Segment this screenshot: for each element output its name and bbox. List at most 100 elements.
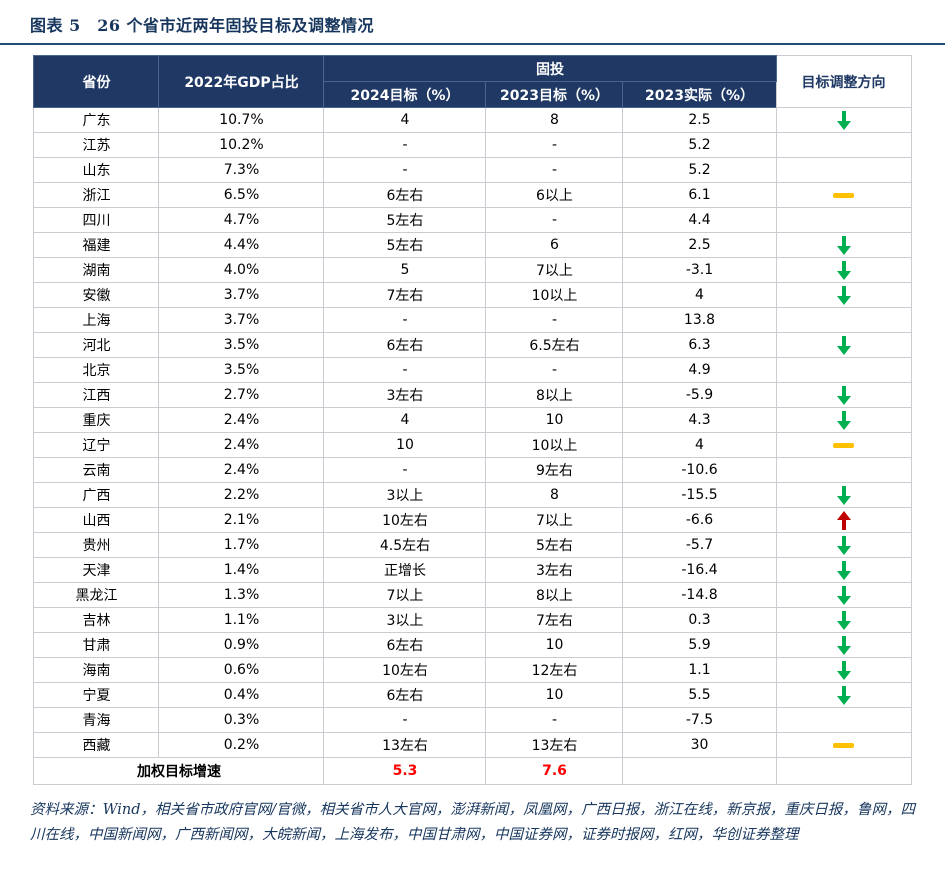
- cell-target-2023: 10以上: [485, 432, 624, 458]
- cell-target-2024: -: [323, 707, 487, 733]
- cell-province: 福建: [33, 232, 160, 258]
- cell-gdp-share: 2.7%: [158, 382, 325, 408]
- cell-direction: [775, 482, 912, 508]
- cell-direction: [775, 682, 912, 708]
- table-row: 吉林 1.1% 3以上 7左右 0.3: [33, 607, 912, 633]
- table-row: 宁夏 0.4% 6左右 10 5.5: [33, 682, 912, 708]
- cell-gdp-share: 2.4%: [158, 457, 325, 483]
- cell-province: 广东: [33, 107, 160, 133]
- cell-target-2024: 10左右: [323, 657, 487, 683]
- arrow-down-icon: [836, 110, 852, 130]
- cell-target-2024: 5: [323, 257, 487, 283]
- table-row: 湖南 4.0% 5 7以上 -3.1: [33, 257, 912, 283]
- table-header: 省份 2022年GDP占比 固投 目标调整方向 2024目标（%） 2023目标…: [33, 55, 912, 108]
- cell-actual-2023: 6.3: [622, 332, 777, 358]
- cell-direction: [775, 107, 912, 133]
- title-divider: [0, 43, 945, 45]
- cell-province: 湖南: [33, 257, 160, 283]
- cell-actual-2023: -5.9: [622, 382, 777, 408]
- cell-direction: [775, 607, 912, 633]
- cell-target-2023: 6以上: [485, 182, 624, 208]
- cell-actual-2023: -14.8: [622, 582, 777, 608]
- table-row: 西藏 0.2% 13左右 13左右 30: [33, 732, 912, 758]
- cell-province: 贵州: [33, 532, 160, 558]
- cell-direction: [775, 307, 912, 333]
- cell-actual-2023: 4: [622, 432, 777, 458]
- cell-gdp-share: 3.5%: [158, 357, 325, 383]
- table-row: 辽宁 2.4% 10 10以上 4: [33, 432, 912, 458]
- table-row: 江苏 10.2% - -5.2: [33, 132, 912, 158]
- cell-target-2024: 3左右: [323, 382, 487, 408]
- header-target-direction: 目标调整方向: [775, 55, 912, 108]
- cell-actual-2023: 4: [622, 282, 777, 308]
- cell-province: 辽宁: [33, 432, 160, 458]
- cell-gdp-share: 2.4%: [158, 432, 325, 458]
- cell-target-2024: -: [323, 157, 487, 183]
- table-row: 江西 2.7% 3左右 8以上 -5.9: [33, 382, 912, 408]
- cell-target-2024: 3以上: [323, 482, 487, 508]
- cell-direction: [775, 457, 912, 483]
- cell-target-2023: -: [485, 132, 624, 158]
- cell-actual-2023: 5.2: [622, 157, 777, 183]
- header-group-fixed-investment: 固投: [323, 55, 777, 82]
- summary-row: 加权目标增速 5.3 7.6: [33, 757, 912, 785]
- table-row: 海南 0.6% 10左右 12左右 1.1: [33, 657, 912, 683]
- arrow-flat-icon: [833, 192, 854, 198]
- cell-actual-2023: 5.9: [622, 632, 777, 658]
- cell-province: 宁夏: [33, 682, 160, 708]
- cell-target-2024: -: [323, 357, 487, 383]
- cell-target-2023: 7以上: [485, 507, 624, 533]
- cell-direction: [775, 332, 912, 358]
- cell-target-2023: 10: [485, 407, 624, 433]
- cell-actual-2023: 13.8: [622, 307, 777, 333]
- cell-target-2024: 10左右: [323, 507, 487, 533]
- table-row: 四川 4.7% 5左右 -4.4: [33, 207, 912, 233]
- cell-target-2023: 8: [485, 107, 624, 133]
- cell-actual-2023: 4.4: [622, 207, 777, 233]
- table-body: 广东 10.7% 4 8 2.5 江苏 10.2% - -5.2 山东 7.3% - -5.2 浙江 6.5…: [33, 107, 912, 758]
- cell-gdp-share: 6.5%: [158, 182, 325, 208]
- cell-gdp-share: 3.5%: [158, 332, 325, 358]
- arrow-down-icon: [836, 285, 852, 305]
- cell-gdp-share: 4.0%: [158, 257, 325, 283]
- cell-target-2023: -: [485, 707, 624, 733]
- cell-direction: [775, 632, 912, 658]
- cell-province: 西藏: [33, 732, 160, 758]
- table-row: 山东 7.3% - -5.2: [33, 157, 912, 183]
- cell-target-2024: 4.5左右: [323, 532, 487, 558]
- cell-actual-2023: 2.5: [622, 232, 777, 258]
- cell-target-2023: 13左右: [485, 732, 624, 758]
- cell-gdp-share: 7.3%: [158, 157, 325, 183]
- summary-label: 加权目标增速: [33, 757, 325, 785]
- cell-actual-2023: -6.6: [622, 507, 777, 533]
- summary-direction: [775, 757, 912, 785]
- arrow-down-icon: [836, 560, 852, 580]
- cell-province: 重庆: [33, 407, 160, 433]
- cell-target-2023: -: [485, 207, 624, 233]
- cell-actual-2023: 5.2: [622, 132, 777, 158]
- cell-target-2024: -: [323, 457, 487, 483]
- cell-gdp-share: 10.7%: [158, 107, 325, 133]
- cell-province: 上海: [33, 307, 160, 333]
- cell-direction: [775, 507, 912, 533]
- cell-gdp-share: 10.2%: [158, 132, 325, 158]
- cell-target-2024: 7以上: [323, 582, 487, 608]
- cell-target-2023: 7左右: [485, 607, 624, 633]
- cell-actual-2023: -15.5: [622, 482, 777, 508]
- cell-province: 江西: [33, 382, 160, 408]
- cell-actual-2023: -3.1: [622, 257, 777, 283]
- table-row: 北京 3.5% - -4.9: [33, 357, 912, 383]
- cell-target-2023: 10: [485, 632, 624, 658]
- cell-direction: [775, 582, 912, 608]
- cell-direction: [775, 257, 912, 283]
- cell-province: 青海: [33, 707, 160, 733]
- cell-gdp-share: 1.1%: [158, 607, 325, 633]
- table-row: 广东 10.7% 4 8 2.5: [33, 107, 912, 133]
- cell-gdp-share: 0.9%: [158, 632, 325, 658]
- cell-province: 天津: [33, 557, 160, 583]
- cell-target-2024: 4: [323, 107, 487, 133]
- cell-gdp-share: 2.1%: [158, 507, 325, 533]
- cell-province: 四川: [33, 207, 160, 233]
- cell-direction: [775, 557, 912, 583]
- arrow-down-icon: [836, 485, 852, 505]
